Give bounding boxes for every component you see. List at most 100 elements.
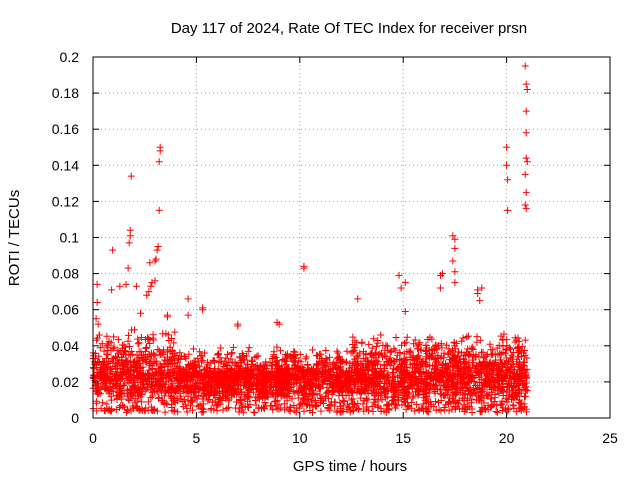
data-point bbox=[425, 373, 433, 381]
data-point bbox=[225, 365, 233, 373]
data-point bbox=[125, 331, 133, 339]
data-point bbox=[481, 372, 489, 380]
data-point bbox=[167, 394, 175, 402]
data-point bbox=[460, 391, 468, 399]
data-point bbox=[362, 361, 370, 369]
data-point bbox=[242, 370, 250, 378]
data-point bbox=[514, 343, 522, 351]
data-point bbox=[302, 390, 310, 398]
data-point bbox=[124, 395, 132, 403]
data-point bbox=[219, 406, 227, 414]
data-point bbox=[92, 397, 100, 405]
data-point bbox=[368, 344, 376, 352]
data-point bbox=[430, 380, 438, 388]
data-point bbox=[124, 372, 132, 380]
y-tick-label: 0.02 bbox=[52, 374, 79, 390]
data-point bbox=[447, 377, 455, 385]
data-point bbox=[228, 350, 236, 358]
data-point bbox=[438, 344, 446, 352]
data-point bbox=[339, 397, 347, 405]
data-point bbox=[335, 387, 343, 395]
data-point bbox=[196, 367, 204, 375]
data-point bbox=[456, 373, 464, 381]
data-point bbox=[389, 380, 397, 388]
data-point bbox=[518, 372, 526, 380]
data-point bbox=[364, 356, 372, 364]
data-point bbox=[477, 376, 485, 384]
data-point bbox=[364, 390, 372, 398]
data-point bbox=[101, 372, 109, 380]
data-point bbox=[134, 359, 142, 367]
data-point bbox=[304, 401, 312, 409]
data-point bbox=[497, 350, 505, 358]
data-point bbox=[200, 392, 208, 400]
data-point bbox=[354, 360, 362, 368]
data-point bbox=[101, 407, 109, 415]
data-point bbox=[507, 384, 515, 392]
data-point bbox=[275, 384, 283, 392]
data-point bbox=[333, 377, 341, 385]
data-point bbox=[266, 384, 274, 392]
data-point bbox=[145, 359, 153, 367]
data-point bbox=[289, 379, 297, 387]
data-point bbox=[514, 334, 522, 342]
data-point bbox=[394, 383, 402, 391]
data-point bbox=[476, 407, 484, 415]
data-point-outlier bbox=[300, 264, 308, 272]
data-point bbox=[503, 407, 511, 415]
data-point bbox=[521, 346, 529, 354]
data-point bbox=[94, 357, 102, 365]
data-point bbox=[388, 393, 396, 401]
data-point bbox=[486, 340, 494, 348]
data-point bbox=[450, 392, 458, 400]
data-point bbox=[286, 353, 294, 361]
data-point bbox=[192, 364, 200, 372]
data-point bbox=[463, 333, 471, 341]
data-point bbox=[189, 359, 197, 367]
data-point bbox=[276, 385, 284, 393]
data-point bbox=[209, 357, 217, 365]
data-point bbox=[454, 348, 462, 356]
data-point bbox=[204, 358, 212, 366]
data-point bbox=[342, 372, 350, 380]
data-point bbox=[262, 382, 270, 390]
data-point bbox=[520, 400, 528, 408]
data-point bbox=[474, 384, 482, 392]
data-point bbox=[433, 346, 441, 354]
data-point bbox=[275, 364, 283, 372]
data-point bbox=[105, 405, 113, 413]
data-point bbox=[96, 344, 104, 352]
data-point bbox=[499, 380, 507, 388]
data-point bbox=[131, 379, 139, 387]
data-point bbox=[506, 345, 514, 353]
data-point bbox=[92, 388, 100, 396]
data-point bbox=[119, 381, 127, 389]
data-point-outlier bbox=[151, 277, 159, 285]
data-point bbox=[435, 359, 443, 367]
data-point bbox=[349, 333, 357, 341]
data-point bbox=[422, 363, 430, 371]
x-tick-label: 15 bbox=[395, 430, 411, 446]
data-point bbox=[426, 398, 434, 406]
data-point-outlier bbox=[116, 282, 124, 290]
data-point bbox=[436, 370, 444, 378]
data-point bbox=[199, 405, 207, 413]
data-point bbox=[498, 399, 506, 407]
data-point bbox=[234, 375, 242, 383]
data-point bbox=[513, 358, 521, 366]
data-point bbox=[258, 386, 266, 394]
data-point bbox=[179, 403, 187, 411]
data-point bbox=[440, 404, 448, 412]
data-point bbox=[379, 342, 387, 350]
data-point bbox=[233, 362, 241, 370]
data-point bbox=[142, 385, 150, 393]
data-point bbox=[432, 342, 440, 350]
data-point bbox=[129, 368, 137, 376]
data-point bbox=[459, 334, 467, 342]
data-point bbox=[449, 369, 457, 377]
data-point bbox=[206, 368, 214, 376]
data-point-outlier bbox=[146, 259, 154, 267]
data-point bbox=[237, 397, 245, 405]
data-point bbox=[111, 354, 119, 362]
data-point bbox=[273, 343, 281, 351]
